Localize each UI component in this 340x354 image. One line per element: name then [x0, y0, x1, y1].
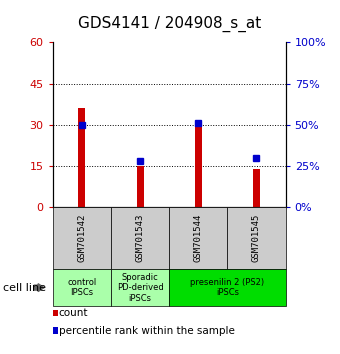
Bar [137, 166, 143, 207]
Text: percentile rank within the sample: percentile rank within the sample [59, 326, 235, 336]
Text: GDS4141 / 204908_s_at: GDS4141 / 204908_s_at [79, 16, 261, 32]
Text: presenilin 2 (PS2)
iPSCs: presenilin 2 (PS2) iPSCs [190, 278, 265, 297]
Text: GSM701542: GSM701542 [77, 214, 86, 262]
Text: cell line: cell line [3, 282, 46, 293]
Text: GSM701545: GSM701545 [252, 214, 261, 262]
Bar [195, 122, 202, 207]
Bar [78, 108, 85, 207]
Text: GSM701544: GSM701544 [194, 214, 203, 262]
Text: GSM701543: GSM701543 [136, 214, 144, 262]
Text: control
IPSCs: control IPSCs [67, 278, 97, 297]
Text: Sporadic
PD-derived
iPSCs: Sporadic PD-derived iPSCs [117, 273, 164, 303]
Text: count: count [59, 308, 88, 318]
Bar [253, 169, 260, 207]
